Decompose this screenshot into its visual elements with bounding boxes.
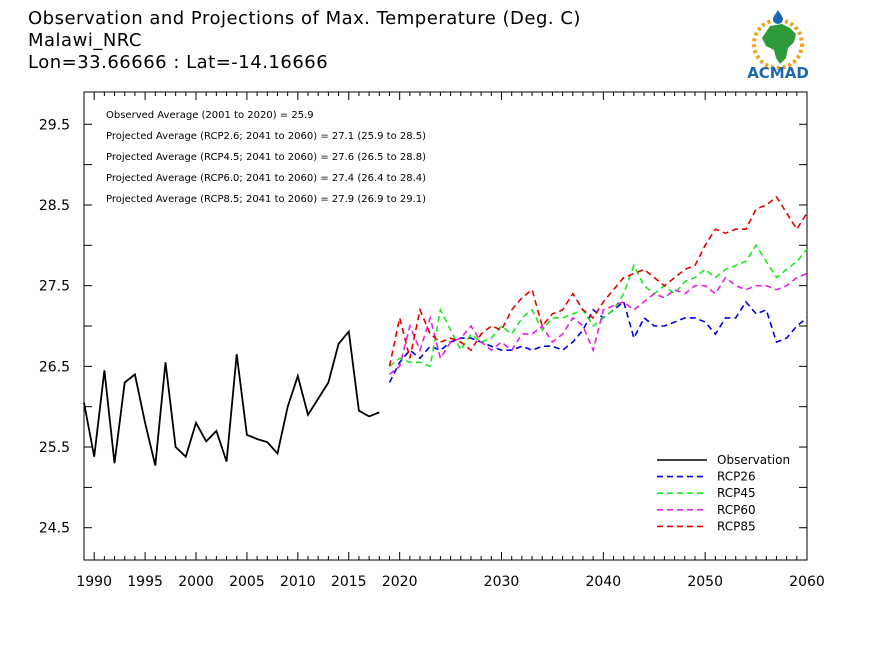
title-block: Observation and Projections of Max. Temp… (28, 8, 581, 74)
legend-label: RCP85 (717, 519, 756, 533)
series-line-observation (83, 329, 380, 466)
x-tick-label: 2050 (687, 574, 723, 590)
legend: Observation RCP26 RCP45 RCP60 RCP85 (657, 453, 790, 533)
x-tick-label: 2005 (229, 574, 265, 590)
series-line-rcp85 (388, 195, 808, 367)
axes: 24.5 25.5 26.5 27.5 28.5 29.5 1990 1995 2000 2005… (39, 91, 825, 590)
legend-label: RCP45 (717, 486, 756, 500)
x-tick-label: 2040 (586, 574, 622, 590)
x-tick-label: 1990 (76, 574, 112, 590)
y-tick-label: 25.5 (39, 440, 70, 456)
x-tick-label: 2060 (789, 574, 825, 590)
y-tick-label: 24.5 (39, 521, 70, 537)
annotation-line: Observed Average (2001 to 2020) = 25.9 (106, 110, 314, 121)
x-tick-label: 2030 (484, 574, 520, 590)
africa-shape (762, 24, 796, 64)
annotations: Observed Average (2001 to 2020) = 25.9 Pr… (106, 110, 426, 205)
x-tick-label: 2015 (331, 574, 367, 590)
x-tick-label: 2010 (280, 574, 316, 590)
legend-label: RCP60 (717, 503, 756, 517)
y-tick-label: 28.5 (39, 198, 70, 214)
y-tick-label: 26.5 (39, 359, 70, 375)
annotation-line: Projected Average (RCP8.5; 2041 to 2060)… (106, 194, 426, 205)
y-tick-label: 29.5 (39, 117, 70, 133)
x-tick-label: 2000 (178, 574, 214, 590)
x-tick-label: 1995 (127, 574, 163, 590)
legend-label: Observation (717, 453, 790, 467)
logo-rays (752, 18, 804, 70)
series-line-rcp26 (388, 300, 808, 383)
annotation-line: Projected Average (RCP6.0; 2041 to 2060)… (106, 173, 426, 184)
chart-title: Observation and Projections of Max. Temp… (28, 8, 581, 29)
annotation-line: Projected Average (RCP2.6; 2041 to 2060)… (106, 131, 426, 142)
series-line-rcp60 (389, 272, 808, 376)
y-tick-label: 27.5 (39, 279, 70, 295)
annotation-line: Projected Average (RCP4.5; 2041 to 2060)… (106, 152, 426, 163)
region-name: Malawi_NRC (28, 30, 142, 51)
logo-text: ACMAD (747, 64, 809, 82)
coordinates: Lon=33.66666 : Lat=-14.16666 (28, 52, 329, 73)
acmad-logo-icon (752, 10, 804, 70)
series-layer (83, 195, 808, 466)
series-line-rcp45 (389, 243, 808, 368)
legend-label: RCP26 (717, 470, 756, 484)
x-tick-label: 2020 (382, 574, 418, 590)
water-drop-icon (773, 10, 783, 24)
